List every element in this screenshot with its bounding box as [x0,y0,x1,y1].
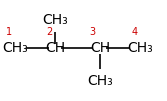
Text: 2: 2 [46,27,52,37]
Text: 4: 4 [131,27,137,37]
Text: 1: 1 [6,27,12,37]
Text: 3: 3 [90,27,96,37]
Text: CH₃: CH₃ [87,74,113,88]
Text: CH₃: CH₃ [2,42,28,55]
Text: CH: CH [45,42,65,55]
Text: CH₃: CH₃ [127,42,153,55]
Text: CH: CH [90,42,110,55]
Text: CH₃: CH₃ [42,13,68,27]
